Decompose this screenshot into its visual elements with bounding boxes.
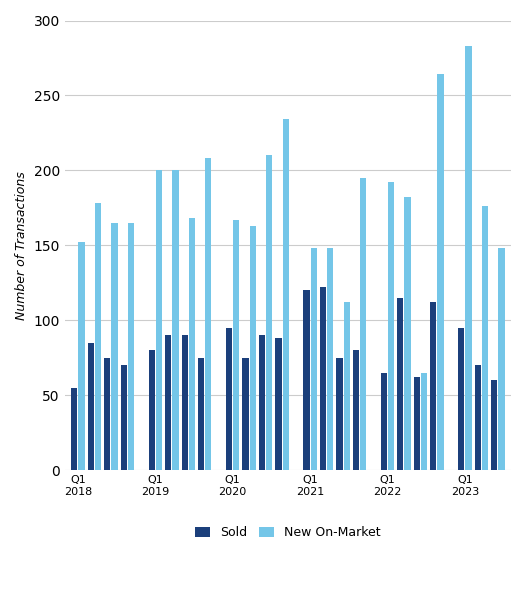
- Bar: [71, 387, 77, 470]
- Bar: [413, 377, 420, 470]
- Bar: [474, 365, 481, 470]
- Bar: [120, 365, 127, 470]
- Bar: [95, 203, 101, 470]
- Bar: [430, 302, 437, 470]
- Bar: [311, 249, 317, 470]
- Bar: [336, 358, 342, 470]
- Bar: [104, 358, 110, 470]
- Bar: [353, 350, 359, 470]
- Bar: [156, 170, 162, 470]
- Bar: [88, 343, 94, 470]
- Bar: [498, 249, 504, 470]
- Bar: [421, 372, 427, 470]
- Bar: [438, 74, 443, 470]
- Bar: [112, 223, 118, 470]
- Bar: [360, 178, 366, 470]
- Bar: [397, 298, 403, 470]
- Bar: [327, 249, 333, 470]
- Bar: [226, 328, 232, 470]
- Bar: [78, 243, 85, 470]
- Bar: [233, 220, 239, 470]
- Bar: [259, 335, 265, 470]
- Y-axis label: Number of Transactions: Number of Transactions: [15, 171, 28, 319]
- Bar: [304, 290, 310, 470]
- Bar: [165, 335, 171, 470]
- Bar: [466, 46, 472, 470]
- Bar: [282, 119, 289, 470]
- Bar: [173, 170, 178, 470]
- Bar: [343, 302, 350, 470]
- Bar: [491, 380, 498, 470]
- Bar: [149, 350, 155, 470]
- Bar: [276, 338, 281, 470]
- Bar: [250, 226, 256, 470]
- Bar: [388, 182, 394, 470]
- Bar: [198, 358, 204, 470]
- Legend: Sold, New On-Market: Sold, New On-Market: [190, 522, 386, 544]
- Bar: [242, 358, 249, 470]
- Bar: [128, 223, 134, 470]
- Bar: [205, 159, 211, 470]
- Bar: [381, 372, 387, 470]
- Bar: [482, 206, 488, 470]
- Bar: [189, 218, 195, 470]
- Bar: [320, 287, 326, 470]
- Bar: [458, 328, 464, 470]
- Bar: [181, 335, 188, 470]
- Bar: [404, 197, 411, 470]
- Bar: [266, 156, 272, 470]
